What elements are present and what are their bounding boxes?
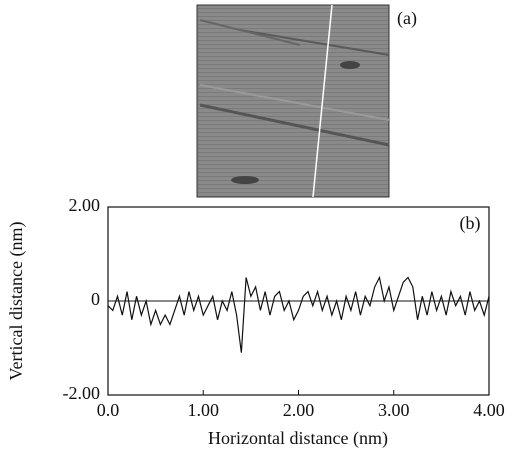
y-axis-label: Vertical distance (nm) <box>6 222 27 381</box>
profile-line <box>107 275 490 353</box>
afm-image <box>196 4 390 198</box>
y-tick-label: 2.00 <box>69 195 101 215</box>
x-axis-label: Horizontal distance (nm) <box>208 428 388 449</box>
y-tick-label: 0 <box>91 289 100 309</box>
panel-label: (b) <box>460 213 481 234</box>
x-tick-label: 2.00 <box>283 400 315 420</box>
image-label: (a) <box>397 8 417 29</box>
x-tick-label: 4.00 <box>473 400 505 420</box>
x-tick-label: 3.00 <box>378 400 410 420</box>
x-tick-label: 0.0 <box>97 400 120 420</box>
x-tick-label: 1.00 <box>188 400 220 420</box>
y-tick-label: -2.00 <box>63 383 101 403</box>
